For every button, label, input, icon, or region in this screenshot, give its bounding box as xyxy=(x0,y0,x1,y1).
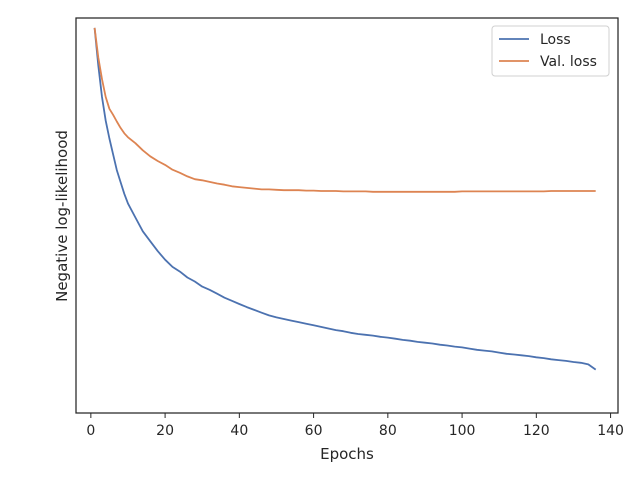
plot-frame xyxy=(75,17,619,414)
x-axis-ticks: 0 20 40 60 80 100 120 140 xyxy=(86,413,624,439)
series-line-val-loss xyxy=(93,27,596,193)
x-tick-label: 20 xyxy=(156,423,174,439)
x-tick-label: 140 xyxy=(597,423,624,439)
x-tick-label: 0 xyxy=(86,423,95,439)
x-tick-label: 40 xyxy=(230,423,248,439)
legend-label-loss: Loss xyxy=(540,32,571,48)
series-line-loss xyxy=(93,27,597,371)
x-tick-label: 80 xyxy=(379,423,397,439)
plot-lines xyxy=(93,27,597,371)
x-axis-label: Epochs xyxy=(320,445,374,463)
x-tick-label: 120 xyxy=(523,423,550,439)
legend-label-val-loss: Val. loss xyxy=(540,54,597,70)
x-tick-label: 60 xyxy=(305,423,323,439)
y-axis-label: Negative log-likelihood xyxy=(53,130,71,302)
x-tick-label: 100 xyxy=(449,423,476,439)
legend: Loss Val. loss xyxy=(491,25,610,77)
